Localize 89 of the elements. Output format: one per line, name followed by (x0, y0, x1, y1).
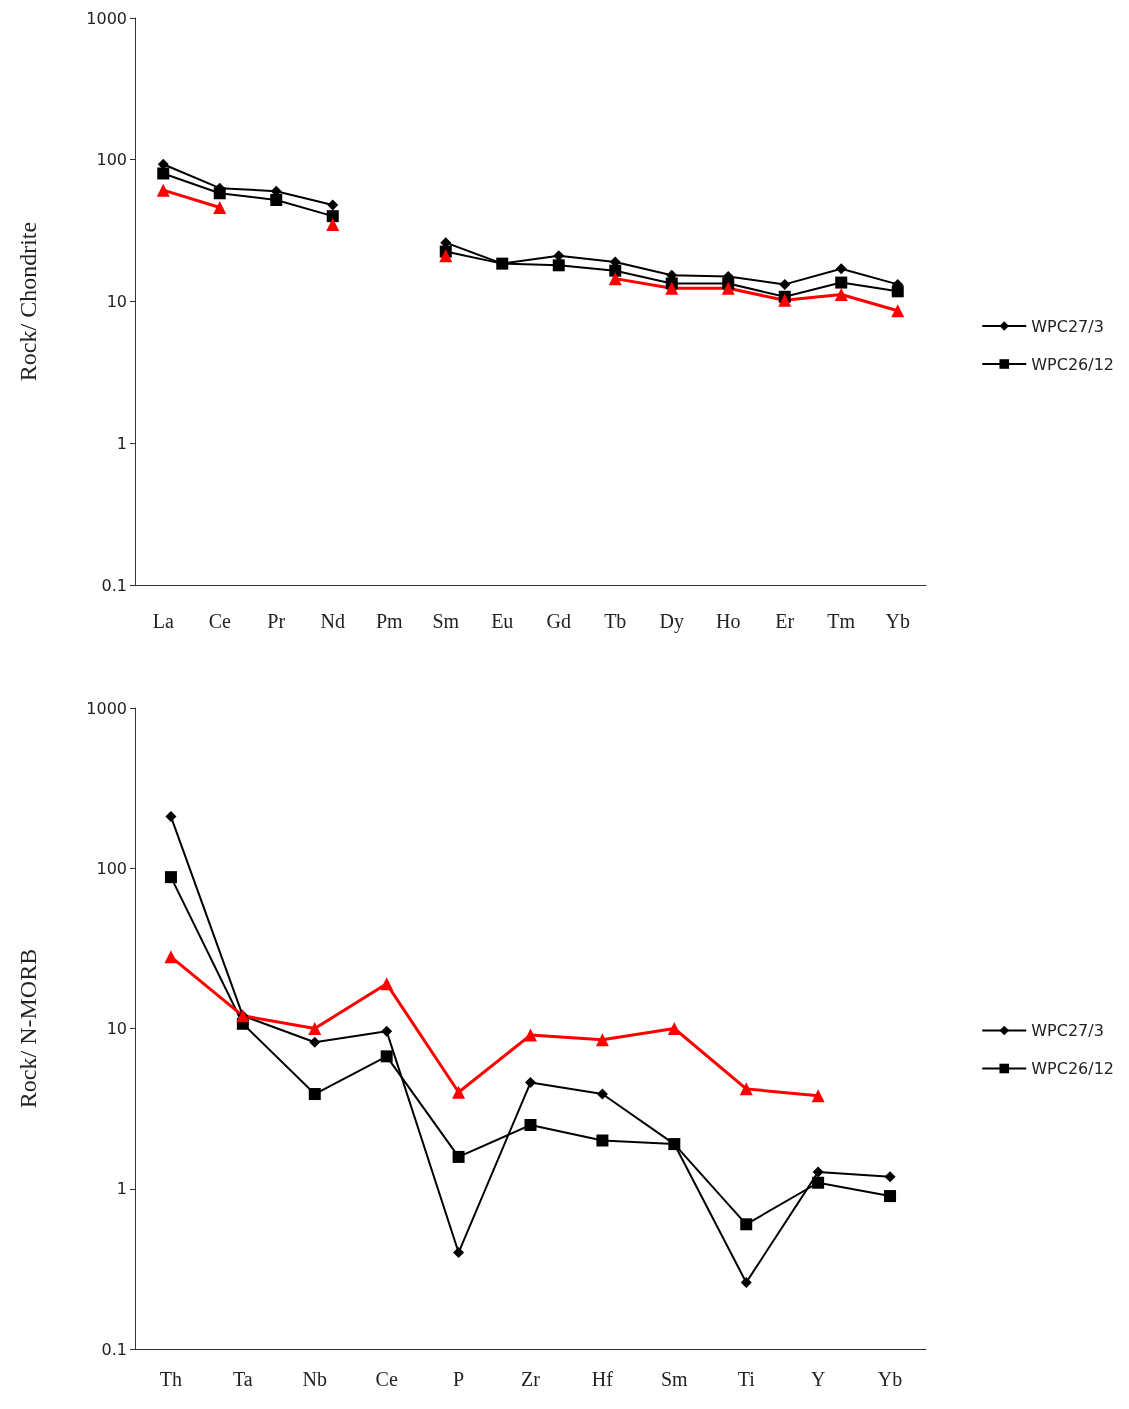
point (326, 210, 339, 223)
point (835, 276, 848, 289)
y-axis-title: Rock/ N-MORB (15, 948, 41, 1109)
y-tick-label: 1000 (86, 698, 127, 718)
point (812, 1176, 825, 1189)
y-tick-label: 100 (96, 150, 127, 170)
point (326, 217, 340, 231)
point (891, 304, 905, 318)
point (213, 201, 227, 215)
x-tick-label: P (453, 1368, 465, 1390)
x-tick-label: Ce (375, 1368, 398, 1390)
x-tick-label: Tb (604, 610, 627, 632)
point (452, 1150, 465, 1163)
x-tick-label: Sm (660, 1368, 689, 1390)
x-tick-label: Y (810, 1368, 826, 1390)
y-tick-label: 0.1 (101, 1339, 127, 1359)
point (778, 293, 792, 307)
point (665, 281, 679, 295)
legend-label: WPC27/3 (1031, 1021, 1104, 1040)
point (740, 1277, 752, 1288)
point (595, 1033, 609, 1047)
point (524, 1118, 537, 1131)
point (596, 1088, 608, 1100)
point (213, 187, 226, 200)
x-tick-label: Pr (267, 610, 286, 632)
x-tick-label: Pm (375, 610, 404, 632)
x-tick-label: Tm (827, 610, 856, 632)
point (884, 1171, 896, 1183)
x-tick-label: Yb (877, 1368, 903, 1390)
point (165, 811, 177, 823)
point (453, 1247, 465, 1259)
x-tick-label: Zr (521, 1368, 541, 1390)
point (380, 1050, 393, 1063)
point (721, 281, 735, 295)
point (667, 1022, 681, 1035)
x-tick-label: Sm (432, 610, 460, 632)
point (164, 871, 177, 884)
point (739, 1082, 753, 1096)
point (381, 1025, 393, 1037)
point (608, 272, 622, 286)
point (380, 977, 394, 991)
point (452, 1085, 466, 1099)
x-tick-label: Th (159, 1368, 183, 1390)
point (164, 950, 178, 964)
point (596, 1134, 609, 1147)
x-tick-label: Nb (302, 1368, 327, 1390)
legend-label: WPC26/12 (1031, 1059, 1114, 1078)
x-tick-label: Eu (491, 610, 514, 632)
point (834, 288, 848, 302)
point (835, 263, 847, 275)
point (327, 199, 339, 211)
point (308, 1088, 321, 1101)
x-tick-label: Hf (591, 1368, 614, 1390)
point (812, 1166, 824, 1178)
point (891, 285, 904, 298)
x-tick-label: Ce (208, 610, 231, 632)
point (270, 194, 283, 207)
point (884, 1190, 897, 1203)
y-tick-label: 1 (116, 433, 127, 453)
x-tick-label: Dy (659, 610, 684, 633)
x-tick-label: Yb (885, 610, 910, 632)
y-tick-label: 10 (106, 292, 127, 311)
y-tick-label: 100 (96, 858, 127, 878)
point (811, 1089, 825, 1103)
point (157, 167, 170, 180)
x-tick-label: Ta (233, 1368, 253, 1390)
y-axis-title: Rock/ Chondrite (15, 221, 41, 382)
y-tick-label: 0.1 (101, 575, 127, 595)
point (524, 1028, 537, 1042)
point (309, 1036, 321, 1048)
y-tick-label: 10 (106, 1019, 127, 1038)
x-tick-label: Ho (716, 610, 741, 632)
point (439, 249, 453, 263)
y-tick-label: 1000 (86, 8, 127, 28)
point (525, 1077, 536, 1089)
legend-label: WPC26/12 (1031, 354, 1114, 374)
point (552, 259, 565, 272)
point (308, 1022, 322, 1035)
point (156, 183, 170, 197)
point (779, 278, 791, 290)
legend-label: WPC27/3 (1031, 316, 1104, 336)
y-tick-label: 1 (116, 1179, 127, 1199)
x-tick-label: La (152, 610, 174, 632)
point (609, 264, 622, 277)
x-tick-label: Nd (320, 610, 345, 632)
x-tick-label: Er (775, 610, 795, 632)
point (740, 1218, 753, 1231)
x-tick-label: Ti (737, 1368, 756, 1390)
x-tick-label: Gd (546, 610, 571, 632)
